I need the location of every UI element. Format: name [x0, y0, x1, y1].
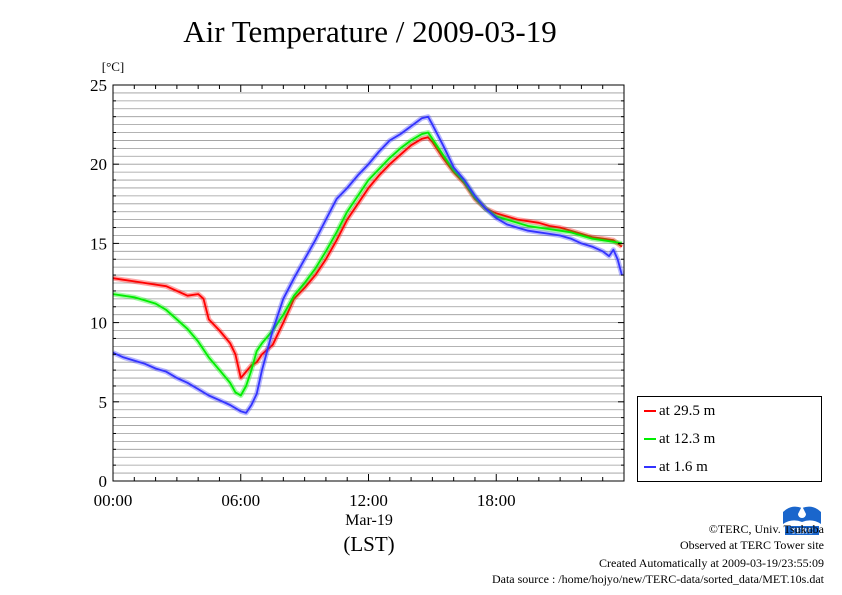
legend-item: at 1.6 m	[644, 457, 708, 477]
grid-lines	[113, 92, 624, 474]
legend-label: at 12.3 m	[659, 430, 716, 447]
x-tick-label: 00:00	[94, 491, 133, 510]
series-line	[112, 136, 623, 379]
series-layer	[111, 114, 625, 416]
legend-swatch	[644, 410, 656, 412]
series-band	[111, 114, 625, 416]
x-date-label: Mar-19	[345, 512, 393, 529]
y-tick-label: 10	[90, 314, 107, 333]
legend-item: at 12.3 m	[644, 429, 715, 449]
legend-swatch	[644, 438, 656, 440]
series-line	[112, 131, 623, 397]
series-band	[112, 134, 624, 381]
legend-label: at 29.5 m	[659, 402, 716, 419]
legend-item: at 29.5 m	[644, 401, 715, 421]
credit-created: Created Automatically at 2009-03-19/23:5…	[599, 556, 824, 570]
x-tick-label: 06:00	[221, 491, 260, 510]
credit-observed: Observed at TERC Tower site	[679, 538, 824, 552]
y-axis-label: [°C]	[102, 59, 125, 74]
legend-label: at 1.6 m	[659, 458, 708, 475]
axes: 0 5 10 15 20 25 [°C] 00:00 06:00 12:00 18:00	[90, 59, 625, 510]
series-line	[112, 115, 623, 414]
x-zone-label: (LST)	[343, 532, 395, 556]
x-tick-label: 12:00	[349, 491, 388, 510]
credit-source: Data source : /home/hojyo/new/TERC-data/…	[491, 572, 824, 586]
chart-title: Air Temperature / 2009-03-19	[183, 14, 557, 49]
y-tick-label: 15	[90, 234, 107, 253]
y-tick-label: 5	[99, 393, 108, 412]
credit-copyright: ©TERC, Univ. Tsukuba	[708, 522, 824, 536]
y-tick-label: 20	[90, 155, 107, 174]
logo-text: TERC	[791, 527, 813, 536]
terc-logo: TERC	[781, 502, 823, 536]
y-tick-label: 25	[90, 76, 107, 95]
y-tick-label: 0	[99, 472, 108, 491]
legend-swatch	[644, 466, 656, 468]
x-tick-label: 18:00	[477, 491, 516, 510]
legend: at 29.5 m at 12.3 m at 1.6 m	[637, 396, 822, 482]
